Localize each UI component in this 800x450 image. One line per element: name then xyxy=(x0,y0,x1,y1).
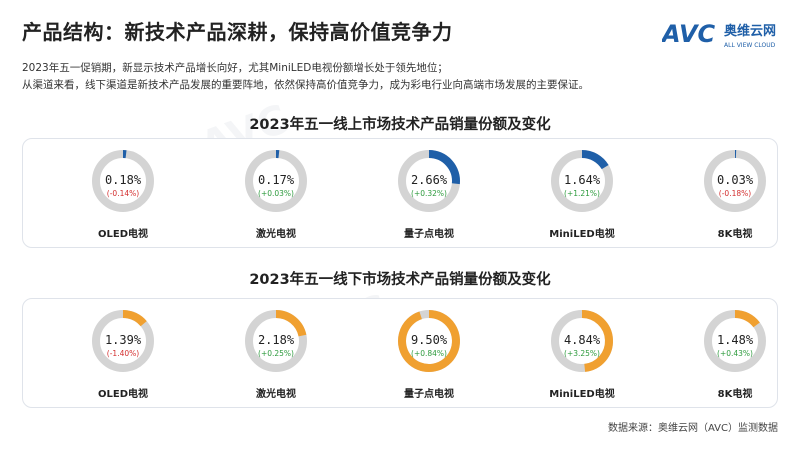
donut-segment xyxy=(581,150,609,170)
category-label: 8K电视 xyxy=(718,387,753,400)
category-label: MiniLED电视 xyxy=(549,227,614,240)
svg-text:奥维云网: 奥维云网 xyxy=(724,23,776,39)
category-label: 激光电视 xyxy=(256,387,296,400)
donut-value-label: 2.66% xyxy=(411,173,448,187)
online-chart-title: 2023年五一线上市场技术产品销量份额及变化 xyxy=(249,117,551,133)
category-label: OLED电视 xyxy=(98,387,148,400)
donut-change-label: (+0.32%) xyxy=(411,189,447,198)
intro-line-2: 从渠道来看，线下渠道是新技术产品发展的重要阵地，依然保持高价值竞争力，成为彩电行… xyxy=(22,79,589,91)
donut-change-label: (-1.40%) xyxy=(107,349,139,358)
donut-value-label: 1.48% xyxy=(717,333,754,347)
category-label: MiniLED电视 xyxy=(549,387,614,400)
donut-segment xyxy=(428,150,460,185)
donut-segment xyxy=(581,310,613,372)
donut-segment xyxy=(734,310,760,328)
donut-value-label: 1.39% xyxy=(105,333,142,347)
donut-change-label: (-0.18%) xyxy=(719,189,751,198)
donut-segment xyxy=(275,310,307,337)
intro-line-1: 2023年五一促销期，新显示技术产品增长向好，尤其MiniLED电视份额增长处于… xyxy=(22,62,448,74)
donut-value-label: 2.18% xyxy=(258,333,295,347)
donut-value-label: 4.84% xyxy=(564,333,601,347)
donut-value-label: 9.50% xyxy=(411,333,448,347)
donut-value-label: 1.64% xyxy=(564,173,601,187)
avc-logo: AVC 奥维云网 ALL VIEW CLOUD xyxy=(662,18,782,54)
donut-change-label: (+0.03%) xyxy=(258,189,294,198)
category-label: 量子点电视 xyxy=(404,227,454,240)
offline-chart-title: 2023年五一线下市场技术产品销量份额及变化 xyxy=(249,272,551,288)
online-chart-panel: 0.18% (-0.14%) OLED电视 0.17% (+0.03%) 激光电视 2.66… xyxy=(22,138,778,248)
data-source: 数据来源：奥维云网（AVC）监测数据 xyxy=(607,423,778,434)
donut-value-label: 0.03% xyxy=(717,173,754,187)
donut-value-label: 0.17% xyxy=(258,173,295,187)
offline-chart-panel: 1.39% (-1.40%) OLED电视 2.18% (+0.25%) 激光电视 9.50… xyxy=(22,298,778,408)
category-label: 量子点电视 xyxy=(404,387,454,400)
donut-segment xyxy=(122,310,147,327)
category-label: 激光电视 xyxy=(256,227,296,240)
donut-change-label: (+1.21%) xyxy=(564,189,600,198)
category-label: OLED电视 xyxy=(98,227,148,240)
donut-change-label: (-0.14%) xyxy=(107,189,139,198)
donut-change-label: (+0.84%) xyxy=(411,349,447,358)
donut-change-label: (+3.25%) xyxy=(564,349,600,358)
svg-text:AVC: AVC xyxy=(662,20,716,48)
category-label: 8K电视 xyxy=(718,227,753,240)
donut-change-label: (+0.43%) xyxy=(717,349,753,358)
page-title: 产品结构：新技术产品深耕，保持高价值竞争力 xyxy=(22,20,453,44)
offline-donut-chart: 1.39% (-1.40%) OLED电视 2.18% (+0.25%) 激光电视 9.50… xyxy=(92,310,766,400)
online-donut-chart: 0.18% (-0.14%) OLED电视 0.17% (+0.03%) 激光电视 2.66… xyxy=(92,150,766,240)
donut-segment xyxy=(398,310,460,372)
donut-value-label: 0.18% xyxy=(105,173,142,187)
intro-text: 2023年五一促销期，新显示技术产品增长向好，尤其MiniLED电视份额增长处于… xyxy=(22,60,589,94)
svg-text:ALL VIEW CLOUD: ALL VIEW CLOUD xyxy=(724,42,776,49)
donut-change-label: (+0.25%) xyxy=(258,349,294,358)
